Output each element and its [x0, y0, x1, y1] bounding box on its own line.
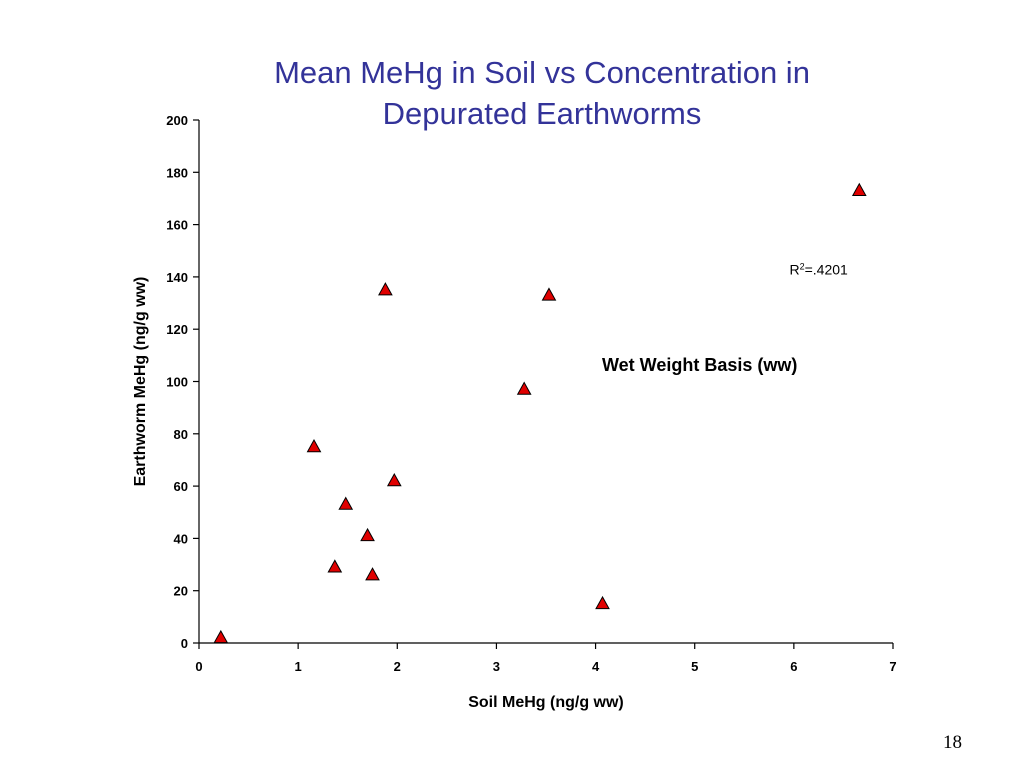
x-tick-label: 0	[195, 659, 202, 674]
chart-annotations: R2=.4201 Wet Weight Basis (ww)	[602, 261, 848, 375]
x-tick-label: 7	[889, 659, 896, 674]
chart-ticks: 0 20 40 60 80 100 120 140 160 180 200 0 1 2 3 4 5 6 7	[166, 113, 896, 674]
y-tick-label: 80	[174, 427, 188, 442]
wet-weight-annotation: Wet Weight Basis (ww)	[602, 355, 797, 375]
data-point	[338, 496, 354, 510]
y-tick-label: 180	[166, 165, 188, 180]
data-point	[386, 473, 402, 487]
data-point	[595, 595, 610, 610]
data-point	[365, 567, 380, 581]
y-tick-label: 0	[181, 636, 188, 651]
r-squared-annotation: R2=.4201	[789, 261, 848, 277]
x-tick-label: 4	[592, 659, 600, 674]
y-tick-label: 40	[174, 531, 188, 546]
data-point	[327, 559, 343, 573]
x-tick-label: 1	[295, 659, 302, 674]
data-point	[360, 527, 375, 542]
y-tick-label: 120	[166, 322, 188, 337]
chart-axes	[198, 120, 893, 644]
x-tick-label: 3	[493, 659, 500, 674]
y-tick-label: 20	[174, 584, 188, 599]
data-point	[213, 629, 229, 644]
page-number: 18	[943, 732, 962, 753]
data-point	[306, 439, 322, 453]
chart-title-line-1: Mean MeHg in Soil vs Concentration in	[274, 55, 810, 90]
x-tick-label: 5	[691, 659, 698, 674]
y-tick-label: 100	[166, 375, 188, 390]
y-tick-label: 140	[166, 270, 188, 285]
y-axis-label: Earthworm MeHg (ng/g ww)	[132, 277, 149, 487]
chart-title: Mean MeHg in Soil vs Concentration in De…	[180, 52, 904, 134]
y-tick-label: 60	[174, 479, 188, 494]
x-tick-label: 6	[790, 659, 797, 674]
data-point	[378, 282, 393, 296]
x-tick-label: 2	[394, 659, 401, 674]
chart-marks	[213, 182, 867, 644]
data-point	[851, 182, 867, 196]
data-point	[516, 381, 532, 395]
y-tick-label: 160	[166, 218, 188, 233]
x-axis-label: Soil MeHg (ng/g ww)	[468, 694, 624, 711]
y-tick-label: 200	[166, 113, 188, 128]
data-point	[541, 287, 557, 301]
chart-title-line-2: Depurated Earthworms	[382, 96, 702, 131]
